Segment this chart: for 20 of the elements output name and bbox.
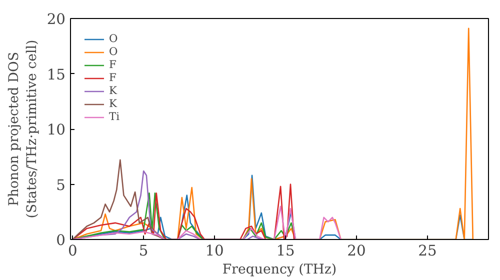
- legend-label: F: [109, 58, 118, 71]
- legend-label: K: [109, 84, 118, 97]
- x-tick-label: 5: [138, 242, 148, 260]
- legend-label: O: [109, 32, 119, 45]
- x-axis-title: Frequency (THz): [222, 262, 337, 278]
- x-tick-label: 15: [276, 242, 295, 260]
- legend-label: K: [109, 97, 118, 110]
- legend-label: F: [109, 71, 118, 84]
- y-axis-title: Phonon projected DOS (States/THz·primitive cell): [6, 40, 40, 218]
- y-tick-label: 10: [46, 122, 66, 138]
- x-tick-label: 25: [418, 242, 437, 260]
- x-tick-label: 20: [347, 242, 366, 260]
- legend-label: O: [109, 45, 119, 58]
- y-tick-label: 0: [56, 232, 66, 249]
- x-tick-label: 0: [68, 242, 78, 260]
- legend-label: Ti: [109, 110, 121, 123]
- x-tick-label: 10: [205, 242, 224, 260]
- y-tick-label: 15: [46, 66, 66, 84]
- y-tick-label: 20: [46, 11, 66, 28]
- y-tick-label: 5: [56, 176, 66, 194]
